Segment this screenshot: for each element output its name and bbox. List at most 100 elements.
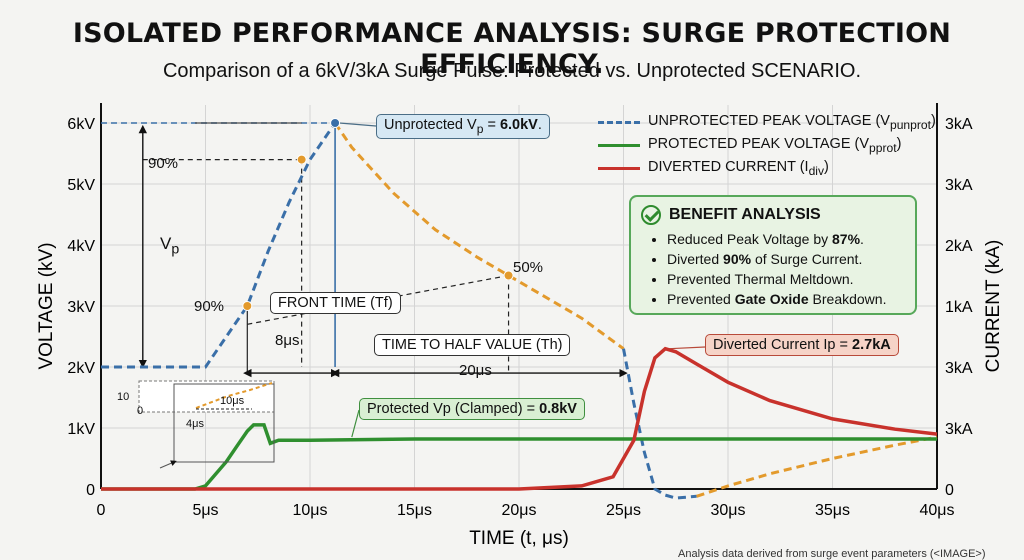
series-diverted-current	[101, 346, 938, 491]
benefit-item: Prevented Thermal Meltdown.	[667, 269, 905, 289]
legend-label-current: DIVERTED CURRENT (I	[648, 159, 809, 176]
benefit-item-bold: 90%	[723, 251, 752, 267]
data-marker	[330, 118, 341, 128]
data-marker	[242, 301, 253, 311]
benefit-item-bold: 87%	[832, 231, 861, 247]
inset-label-10us: 10μs	[220, 395, 245, 407]
half-value-label: TIME TO HALF VALUE (Th)	[374, 334, 571, 356]
legend-sub-current: div	[808, 163, 825, 178]
legend: UNPROTECTED PEAK VOLTAGE (Vpunprot) PROT…	[598, 111, 936, 180]
data-marker	[296, 154, 307, 165]
y2-tick-label: 3kA	[945, 421, 973, 438]
callout-leader-current	[669, 346, 706, 350]
benefit-item-bold: Gate Oxide	[734, 291, 809, 307]
callout-protected-peak: Protected Vp (Clamped) = 0.8kV	[359, 398, 585, 420]
inset-label-0: 0	[137, 405, 144, 417]
callout-text: =	[483, 117, 500, 133]
y2-tick-label: 3kA	[945, 360, 973, 377]
benefit-item-text: Prevented	[667, 291, 735, 307]
series-unprotected-rise	[101, 122, 337, 369]
benefit-item-text: Diverted	[667, 251, 724, 267]
x-tick-label: 15μs	[397, 502, 432, 519]
x-tick-label: 25μs	[606, 502, 641, 519]
inset-label-10: 10	[117, 391, 130, 403]
legend-item-unprotected: UNPROTECTED PEAK VOLTAGE (Vpunprot)	[598, 111, 936, 134]
benefit-item-text: Reduced Peak Voltage by	[667, 231, 833, 247]
benefit-item: Reduced Peak Voltage by 87%.	[667, 229, 905, 249]
benefit-item-tail: .	[860, 231, 864, 247]
x-tick-label: 30μs	[710, 502, 745, 519]
series-protected	[101, 423, 937, 491]
inset-pointer	[159, 460, 177, 469]
series-unprotected-tail	[333, 122, 625, 350]
y2-tick-label: 3kA	[945, 116, 973, 133]
callout-unprotected-peak: Unprotected Vp = 6.0kV.	[376, 114, 550, 139]
legend-label-unprotected: UNPROTECTED PEAK VOLTAGE (V	[648, 113, 890, 130]
legend-sub-protected: pprot	[869, 140, 897, 155]
label-vp-text: V	[160, 234, 172, 253]
y-tick-label: 2kV	[67, 360, 95, 377]
data-marker	[503, 270, 514, 281]
legend-item-protected: PROTECTED PEAK VOLTAGE (Vpprot)	[598, 134, 928, 157]
annotation-lines	[101, 122, 706, 438]
inset-curve	[195, 382, 273, 409]
benefit-heading: BENEFIT ANALYSIS	[669, 206, 821, 223]
series-unprotected-recovery	[696, 435, 938, 498]
legend-sub-unprotected: punprot	[889, 117, 931, 132]
series-group	[101, 122, 938, 500]
legend-item-current: DIVERTED CURRENT (Idiv)	[598, 157, 928, 180]
benefit-item: Prevented Gate Oxide Breakdown.	[667, 289, 905, 309]
legend-swatch-current	[598, 167, 640, 170]
callout-value: 2.7kA	[852, 337, 891, 353]
label-90-bottom: 90%	[194, 298, 225, 315]
tick-labels: 0 5μs 10μs 15μs 20μs 25μs 30μs 35μs 40μs 0 1kV 2kV 3…	[36, 116, 1004, 549]
benefit-analysis-box: BENEFIT ANALYSIS Reduced Peak Voltage by…	[629, 195, 917, 315]
marker-group	[242, 118, 514, 311]
callout-diverted-current: Diverted Current Ip = 2.7kA	[705, 334, 899, 356]
y-tick-label: 3kV	[67, 299, 95, 316]
x-tick-label: 35μs	[815, 502, 850, 519]
y-tick-label: 1kV	[67, 421, 95, 438]
x-axis-label: TIME (t, μs)	[469, 528, 569, 549]
benefit-item-text: Prevented Thermal Meltdown.	[667, 271, 854, 287]
label-vp: Vp	[160, 234, 179, 257]
x-tick-label: 40μs	[919, 502, 954, 519]
callout-value: 0.8kV	[539, 401, 577, 417]
y-tick-label: 6kV	[67, 116, 95, 133]
legend-swatch-unprotected	[598, 121, 640, 124]
benefit-item: Diverted 90% of Surge Current.	[667, 249, 905, 269]
legend-tail-unprotected: )	[930, 113, 936, 130]
y-tick-label: 0	[86, 482, 95, 499]
x-tick-label: 0	[97, 502, 106, 519]
callout-value: 6.0kV	[499, 117, 538, 133]
label-90-top: 90%	[148, 155, 179, 172]
callout-sub: p	[476, 121, 484, 136]
inset-label-4us: 4μs	[186, 418, 204, 430]
callout-text: Unprotected V	[384, 117, 477, 133]
callout-text: .	[537, 117, 542, 133]
label-vp-sub: p	[171, 241, 180, 258]
callout-text: Protected Vp (Clamped) =	[367, 401, 540, 417]
y2-tick-label: 0	[945, 482, 954, 499]
callout-leader-protected	[351, 409, 360, 438]
series-unprotected-dip	[622, 348, 697, 500]
y2-tick-label: 1kA	[945, 299, 973, 316]
label-8us: 8μs	[275, 332, 300, 349]
y2-tick-label: 2kA	[945, 238, 973, 255]
label-20us: 20μs	[459, 362, 492, 379]
check-circle-icon	[641, 205, 661, 225]
legend-tail-current: )	[824, 159, 829, 176]
chart-title: ISOLATED PERFORMANCE ANALYSIS: SURGE PRO…	[72, 18, 952, 80]
x-tick-label: 5μs	[192, 502, 218, 519]
x-tick-label: 20μs	[501, 502, 536, 519]
inset-zoom-box	[173, 383, 275, 463]
y2-axis-label: CURRENT (kA)	[983, 240, 1004, 373]
benefit-item-tail: of Surge Current.	[751, 251, 863, 267]
label-50: 50%	[513, 259, 544, 276]
legend-tail-protected: )	[896, 136, 902, 153]
footer-note: Analysis data derived from surge event p…	[678, 548, 986, 560]
callout-leader-unprotected	[339, 122, 377, 127]
inset-zoom	[138, 380, 275, 469]
chart-subtitle: Comparison of a 6kV/3kA Surge Pulse: Pro…	[162, 60, 862, 82]
y-tick-label: 5kV	[67, 177, 95, 194]
